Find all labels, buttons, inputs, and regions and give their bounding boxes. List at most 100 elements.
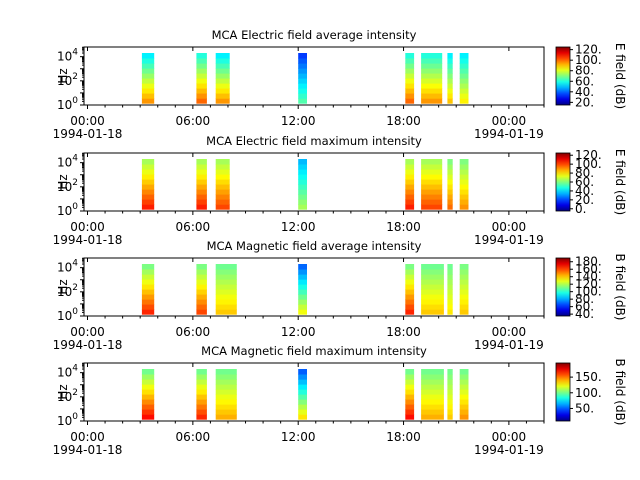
spectrogram-block	[405, 159, 415, 210]
spectrogram-cell	[298, 53, 307, 59]
spectrogram-cell	[447, 369, 453, 375]
spectrogram-cell	[196, 299, 207, 305]
spectrogram-cell	[459, 169, 469, 175]
spectrogram-cell	[447, 63, 453, 69]
spectrogram-cell	[405, 389, 415, 395]
y-tick-label: 100	[57, 202, 78, 218]
spectrogram-cell	[447, 159, 453, 165]
spectrogram-cell	[196, 274, 207, 280]
spectrogram-cell	[196, 414, 207, 420]
spectrogram-cell	[421, 274, 444, 280]
x-tick-label: 00:00	[492, 114, 527, 128]
spectrogram-cell	[196, 164, 207, 170]
spectrogram-cell	[405, 184, 415, 190]
spectrogram-cell	[298, 98, 307, 104]
y-tick-label: 104	[57, 48, 78, 64]
spectrogram-cell	[447, 169, 453, 175]
x-tick-label: 00:00	[70, 220, 105, 234]
spectrogram-cell	[447, 394, 453, 400]
end-date-label: 1994-01-19	[474, 443, 544, 457]
x-tick-label: 18:00	[386, 114, 421, 128]
spectrogram-cell	[459, 269, 469, 275]
spectrogram-cell	[141, 199, 155, 205]
panel-2: MCA Electric field maximum intensity 00:0…	[53, 134, 627, 247]
spectrogram-cell	[196, 159, 207, 165]
x-tick-label: 00:00	[492, 430, 527, 444]
spectrogram-cell	[459, 274, 469, 280]
spectrogram-cell	[447, 194, 453, 200]
spectrogram-cell	[405, 169, 415, 175]
spectrogram-cell	[196, 409, 207, 415]
spectrogram-cell	[215, 399, 237, 405]
spectrogram-cell	[421, 379, 444, 385]
spectrogram-cell	[215, 73, 230, 79]
spectrogram-cell	[141, 179, 155, 185]
spectrogram-cell	[215, 274, 237, 280]
colorbar-tick-label: 140.	[575, 270, 602, 284]
spectrogram-cell	[141, 189, 155, 195]
spectrogram-cell	[215, 294, 237, 300]
spectrogram-cell	[447, 384, 453, 390]
spectrogram-cell	[196, 169, 207, 175]
spectrogram-cell	[215, 309, 237, 315]
spectrogram-cell	[141, 78, 155, 84]
spectrogram-cell	[421, 63, 443, 69]
colorbar-tick-label: 60.	[575, 175, 594, 189]
spectrogram-cell	[459, 414, 469, 420]
spectrogram-cell	[459, 88, 469, 94]
colorbar-label: B field (dB)	[613, 254, 627, 321]
spectrogram-cell	[141, 68, 155, 74]
spectrogram-cell	[215, 299, 237, 305]
spectrogram-cell	[141, 274, 155, 280]
spectrogram-cell	[298, 309, 307, 315]
spectrogram-block	[459, 53, 469, 104]
colorbar-tick-label: 40.	[575, 184, 594, 198]
x-tick-label: 06:00	[176, 325, 211, 339]
spectrogram-cell	[459, 164, 469, 170]
spectrogram-cell	[298, 194, 307, 200]
spectrogram-cell	[459, 379, 469, 385]
spectrogram-cell	[447, 274, 453, 280]
spectrogram-cell	[421, 194, 443, 200]
spectrogram-cell	[405, 384, 415, 390]
spectrogram-cell	[298, 384, 307, 390]
start-date-label: 1994-01-18	[53, 127, 123, 141]
spectrogram-cell	[141, 304, 155, 310]
colorbar-tick-label: 50.	[575, 401, 594, 415]
spectrogram-cell	[141, 284, 155, 290]
spectrogram-cell	[215, 78, 230, 84]
spectrogram-cell	[215, 58, 230, 64]
spectrogram-cell	[421, 83, 443, 89]
spectrogram-cell	[215, 68, 230, 74]
spectrogram-cell	[298, 179, 307, 185]
spectrogram-cell	[215, 83, 230, 89]
y-axis-label: Hz	[56, 174, 70, 189]
spectrogram-cell	[196, 179, 207, 185]
spectrogram-cell	[298, 274, 307, 280]
spectrogram-cell	[298, 169, 307, 175]
end-date-label: 1994-01-19	[474, 233, 544, 247]
colorbar-tick-label: 160.	[575, 262, 602, 276]
spectrogram-cell	[298, 199, 307, 205]
spectrogram-cell	[405, 269, 415, 275]
spectrogram-cell	[459, 204, 469, 210]
spectrogram-cell	[447, 309, 453, 315]
spectrogram-cell	[405, 309, 415, 315]
x-tick-label: 18:00	[386, 325, 421, 339]
spectrogram-cell	[141, 379, 155, 385]
spectrogram-cell	[459, 73, 469, 79]
spectrogram-cell	[215, 204, 230, 210]
spectrogram-cell	[141, 299, 155, 305]
spectrogram-cell	[298, 78, 307, 84]
spectrogram-cell	[215, 394, 237, 400]
y-axis-label: Hz	[56, 279, 70, 294]
spectrogram-cell	[421, 264, 444, 270]
spectrogram-cell	[421, 414, 444, 420]
spectrogram-cell	[405, 379, 415, 385]
spectrogram-cell	[215, 264, 237, 270]
spectrogram-cell	[405, 404, 415, 410]
spectrogram-cell	[298, 409, 307, 415]
spectrogram-cell	[459, 98, 469, 104]
spectrogram-cell	[447, 279, 453, 285]
colorbar-tick-label: 100.	[575, 53, 602, 67]
